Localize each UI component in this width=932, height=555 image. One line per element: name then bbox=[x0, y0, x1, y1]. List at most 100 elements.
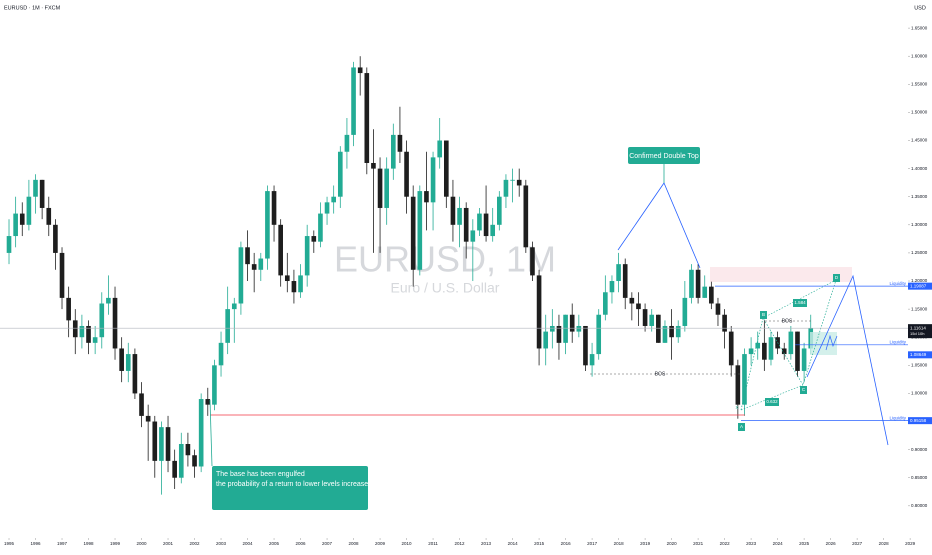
candle-body bbox=[675, 325, 681, 338]
candle-body bbox=[722, 314, 727, 332]
x-tick-label: 2024 bbox=[773, 541, 784, 546]
candle-body bbox=[490, 224, 496, 237]
candle-body bbox=[649, 314, 655, 326]
y-tick-label: 1.35000 bbox=[911, 194, 928, 199]
candle-body bbox=[106, 297, 111, 304]
point-box bbox=[833, 274, 840, 282]
y-tick-label: 1.00000 bbox=[911, 391, 928, 396]
candle-body bbox=[629, 297, 635, 304]
watermark-name: Euro / U.S. Dollar bbox=[391, 280, 500, 296]
chart-title: EURUSD · 1M · FXCM bbox=[4, 5, 61, 11]
candle-body bbox=[331, 196, 336, 203]
candle-body bbox=[450, 196, 456, 225]
point-label: B bbox=[762, 312, 765, 317]
x-tick-label: 1997 bbox=[57, 541, 68, 546]
candle-body bbox=[470, 230, 476, 242]
candle-body bbox=[556, 325, 562, 343]
x-tick-label: 2014 bbox=[508, 541, 519, 546]
liquidity-price-box bbox=[908, 351, 932, 359]
candle-body bbox=[205, 399, 211, 405]
x-tick-label: 1996 bbox=[31, 541, 42, 546]
x-tick-label: 2028 bbox=[879, 541, 890, 546]
candle-body bbox=[695, 269, 701, 298]
supply-zone bbox=[710, 267, 852, 282]
bos-label: BOS bbox=[655, 371, 666, 377]
ratio: 1.584 bbox=[794, 300, 806, 305]
candle-body bbox=[198, 399, 204, 467]
candle-body bbox=[39, 179, 45, 208]
candle-body bbox=[550, 325, 555, 332]
x-tick-label: 2006 bbox=[296, 541, 307, 546]
drawings: Confirmed Double Top The base has been e… bbox=[0, 147, 908, 510]
candle-body bbox=[662, 325, 668, 343]
x-tick-label: 2026 bbox=[826, 541, 837, 546]
candle-body bbox=[13, 213, 18, 237]
x-tick-label: 2005 bbox=[269, 541, 280, 546]
candle-body bbox=[337, 151, 343, 197]
x-tick-label: 2022 bbox=[720, 541, 731, 546]
candle-body bbox=[596, 314, 602, 355]
candle-body bbox=[682, 297, 688, 326]
candle-body bbox=[463, 207, 469, 242]
x-tick-label: 2027 bbox=[852, 541, 863, 546]
liquidity-price-box bbox=[908, 282, 932, 290]
point-label: X bbox=[735, 405, 738, 410]
candle-body bbox=[251, 264, 257, 270]
candle-body bbox=[609, 281, 615, 293]
candle-body bbox=[709, 286, 714, 304]
candle-body bbox=[258, 258, 264, 270]
y-tick-label: 0.85000 bbox=[911, 475, 928, 480]
candle-body bbox=[622, 264, 628, 298]
candle-body bbox=[53, 224, 58, 253]
candle-body bbox=[245, 247, 250, 265]
candle-body bbox=[583, 325, 588, 366]
point-box bbox=[760, 311, 767, 319]
y-tick-label: 1.65000 bbox=[911, 25, 928, 30]
candle-body bbox=[284, 275, 290, 282]
candle-body bbox=[271, 191, 277, 225]
liquidity-label: Liquidity bbox=[889, 340, 906, 345]
callout-box bbox=[212, 466, 368, 510]
candle-body bbox=[145, 415, 151, 422]
y-tick-label: 1.30000 bbox=[911, 222, 928, 227]
x-tick-label: 2018 bbox=[614, 541, 625, 546]
y-tick-label: 1.45000 bbox=[911, 138, 928, 143]
candle-body bbox=[92, 337, 98, 343]
x-tick-label: 1995 bbox=[4, 541, 15, 546]
x-tick-label: 2021 bbox=[693, 541, 704, 546]
candle-body bbox=[59, 252, 65, 298]
candle-body bbox=[212, 365, 217, 405]
candle-body bbox=[516, 179, 522, 186]
candle-body bbox=[139, 393, 144, 416]
harmonic-lines bbox=[740, 384, 804, 411]
candle-body bbox=[357, 67, 363, 74]
x-tick-label: 2019 bbox=[640, 541, 651, 546]
candle-body bbox=[748, 348, 754, 355]
candle-body bbox=[788, 331, 794, 355]
x-tick-label: 2017 bbox=[587, 541, 598, 546]
liquidity-label: Liquidity bbox=[889, 415, 906, 420]
x-tick-label: 2000 bbox=[137, 541, 148, 546]
liquidity-price: 0.95158 bbox=[910, 418, 927, 423]
y-tick-label: 1.50000 bbox=[911, 110, 928, 115]
x-tick-label: 2015 bbox=[534, 541, 545, 546]
candle-body bbox=[523, 185, 529, 248]
x-tick-label: 1998 bbox=[84, 541, 95, 546]
callout-text: the probability of a return to lower lev… bbox=[216, 481, 374, 488]
x-tick-label: 2002 bbox=[190, 541, 201, 546]
point-label: A bbox=[740, 424, 743, 429]
candle-body bbox=[152, 421, 158, 461]
candle-body bbox=[589, 354, 595, 366]
y-tick-label: 0.80000 bbox=[911, 503, 928, 508]
candle-body bbox=[112, 297, 118, 349]
candle-body bbox=[503, 179, 509, 197]
candle-body bbox=[417, 191, 423, 270]
x-tick-label: 2008 bbox=[349, 541, 360, 546]
candle-body bbox=[457, 207, 462, 225]
candle-body bbox=[324, 202, 330, 214]
liquidity-price-box bbox=[908, 417, 932, 425]
candle-body bbox=[768, 337, 774, 360]
candle-body bbox=[19, 213, 25, 225]
candle-body bbox=[172, 460, 177, 478]
